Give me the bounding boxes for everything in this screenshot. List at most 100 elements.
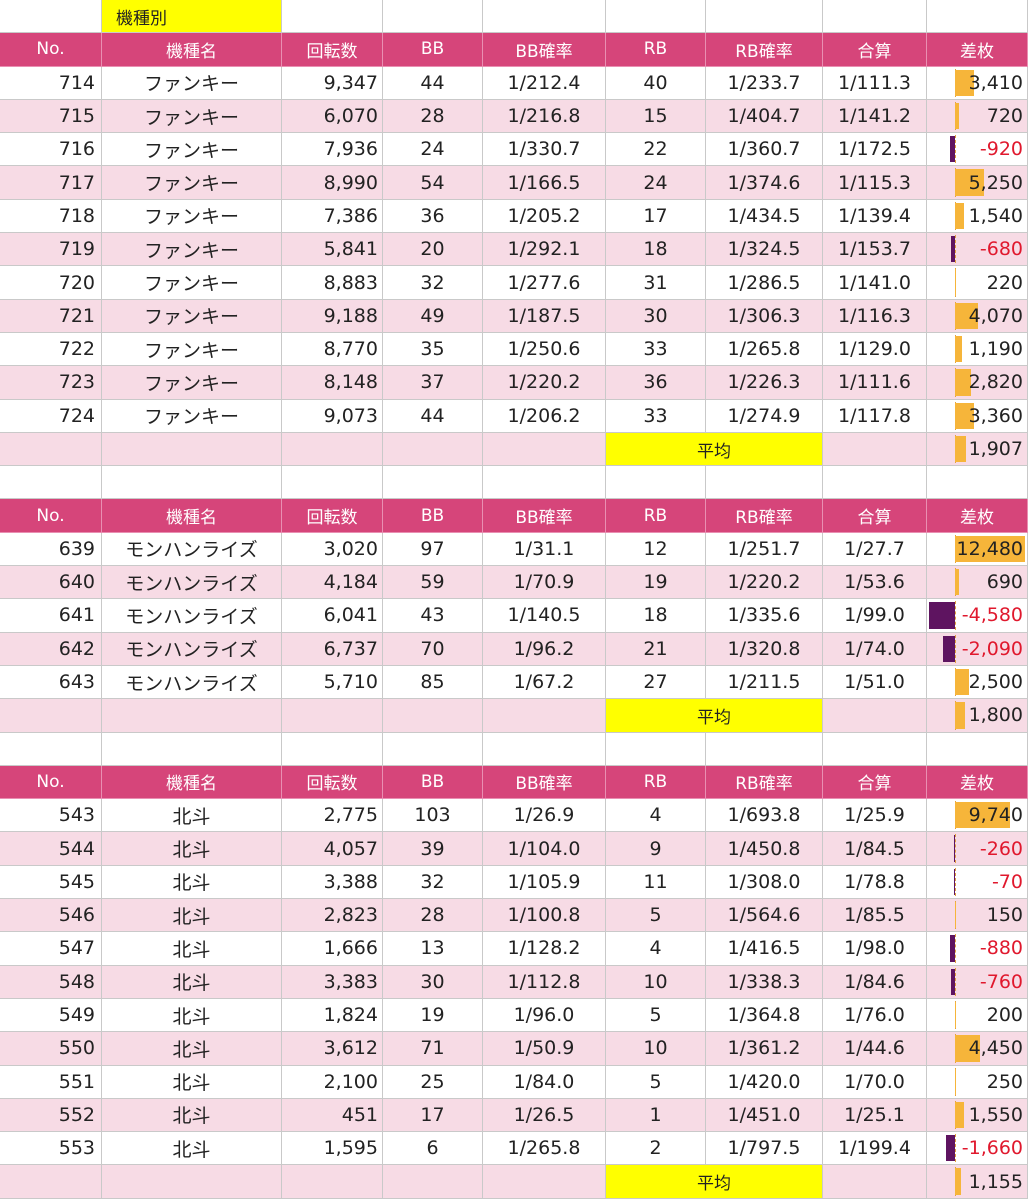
- total-rate-cell[interactable]: 1/111.6: [823, 366, 927, 400]
- rb-rate-cell[interactable]: 1/233.7: [706, 66, 823, 100]
- diff-cell[interactable]: 12,480: [927, 532, 1028, 567]
- total-rate-cell[interactable]: 1/84.6: [823, 965, 927, 999]
- no-cell[interactable]: 640: [0, 566, 102, 600]
- rb-cell[interactable]: 12: [606, 532, 706, 567]
- spins-cell[interactable]: 4,184: [282, 566, 383, 600]
- bb-cell[interactable]: 44: [383, 66, 483, 100]
- empty-cell[interactable]: [383, 0, 483, 34]
- bb-rate-cell[interactable]: 1/212.4: [483, 66, 606, 100]
- total-rate-cell[interactable]: 1/141.2: [823, 99, 927, 134]
- rb-rate-cell[interactable]: 1/564.6: [706, 899, 823, 933]
- empty-cell[interactable]: [383, 1165, 483, 1199]
- spins-cell[interactable]: 3,020: [282, 532, 383, 567]
- total-rate-cell[interactable]: 1/25.1: [823, 1098, 927, 1133]
- rb-cell[interactable]: 22: [606, 133, 706, 167]
- name-cell[interactable]: モンハンライズ: [102, 532, 282, 567]
- diff-cell[interactable]: 9,740: [927, 799, 1028, 833]
- rb-rate-cell[interactable]: 1/416.5: [706, 932, 823, 966]
- bb-cell[interactable]: 32: [383, 266, 483, 300]
- bb-cell[interactable]: 25: [383, 1065, 483, 1099]
- total-rate-cell[interactable]: 1/78.8: [823, 865, 927, 900]
- diff-cell[interactable]: -880: [927, 932, 1028, 966]
- empty-cell[interactable]: [483, 699, 606, 733]
- name-cell[interactable]: ファンキー: [102, 99, 282, 134]
- diff-cell[interactable]: 1,550: [927, 1098, 1028, 1133]
- diff-cell[interactable]: -680: [927, 233, 1028, 267]
- spins-cell[interactable]: 451: [282, 1098, 383, 1133]
- empty-cell[interactable]: [282, 699, 383, 733]
- average-label[interactable]: 平均: [606, 699, 823, 733]
- bb-rate-cell[interactable]: 1/105.9: [483, 865, 606, 900]
- rb-rate-cell[interactable]: 1/404.7: [706, 99, 823, 134]
- name-cell[interactable]: 北斗: [102, 965, 282, 999]
- bb-rate-cell[interactable]: 1/220.2: [483, 366, 606, 400]
- name-cell[interactable]: ファンキー: [102, 133, 282, 167]
- empty-cell[interactable]: [102, 732, 282, 766]
- rb-rate-cell[interactable]: 1/693.8: [706, 799, 823, 833]
- bb-rate-cell[interactable]: 1/187.5: [483, 299, 606, 333]
- spins-cell[interactable]: 9,073: [282, 399, 383, 433]
- no-cell[interactable]: 641: [0, 599, 102, 633]
- empty-cell[interactable]: [606, 0, 706, 34]
- diff-cell[interactable]: -4,580: [927, 599, 1028, 633]
- bb-cell[interactable]: 19: [383, 998, 483, 1033]
- diff-cell[interactable]: 2,820: [927, 366, 1028, 400]
- bb-cell[interactable]: 103: [383, 799, 483, 833]
- bb-rate-cell[interactable]: 1/277.6: [483, 266, 606, 300]
- rb-cell[interactable]: 33: [606, 332, 706, 367]
- no-cell[interactable]: 718: [0, 199, 102, 234]
- no-cell[interactable]: 717: [0, 166, 102, 200]
- empty-cell[interactable]: [0, 1165, 102, 1199]
- spins-cell[interactable]: 8,883: [282, 266, 383, 300]
- diff-cell[interactable]: 250: [927, 1065, 1028, 1099]
- rb-cell[interactable]: 27: [606, 665, 706, 700]
- bb-rate-cell[interactable]: 1/104.0: [483, 832, 606, 866]
- empty-cell[interactable]: [483, 732, 606, 766]
- total-rate-cell[interactable]: 1/51.0: [823, 665, 927, 700]
- rb-rate-cell[interactable]: 1/308.0: [706, 865, 823, 900]
- total-rate-cell[interactable]: 1/139.4: [823, 199, 927, 234]
- bb-rate-cell[interactable]: 1/206.2: [483, 399, 606, 433]
- name-cell[interactable]: 北斗: [102, 1065, 282, 1099]
- name-cell[interactable]: 北斗: [102, 998, 282, 1033]
- rb-cell[interactable]: 1: [606, 1098, 706, 1133]
- bb-rate-cell[interactable]: 1/100.8: [483, 899, 606, 933]
- bb-cell[interactable]: 35: [383, 332, 483, 367]
- no-cell[interactable]: 547: [0, 932, 102, 966]
- rb-cell[interactable]: 36: [606, 366, 706, 400]
- no-cell[interactable]: 723: [0, 366, 102, 400]
- name-cell[interactable]: ファンキー: [102, 366, 282, 400]
- empty-cell[interactable]: [102, 1165, 282, 1199]
- name-cell[interactable]: 北斗: [102, 1032, 282, 1066]
- average-diff-cell[interactable]: 1,800: [927, 699, 1028, 733]
- bb-rate-cell[interactable]: 1/112.8: [483, 965, 606, 999]
- spins-cell[interactable]: 5,841: [282, 233, 383, 267]
- bb-rate-cell[interactable]: 1/205.2: [483, 199, 606, 234]
- bb-rate-cell[interactable]: 1/67.2: [483, 665, 606, 700]
- bb-cell[interactable]: 36: [383, 199, 483, 234]
- empty-cell[interactable]: [0, 732, 102, 766]
- rb-cell[interactable]: 2: [606, 1132, 706, 1166]
- total-rate-cell[interactable]: 1/25.9: [823, 799, 927, 833]
- rb-cell[interactable]: 10: [606, 965, 706, 999]
- diff-cell[interactable]: -2,090: [927, 632, 1028, 666]
- diff-cell[interactable]: 4,450: [927, 1032, 1028, 1066]
- name-cell[interactable]: ファンキー: [102, 266, 282, 300]
- bb-cell[interactable]: 13: [383, 932, 483, 966]
- name-cell[interactable]: ファンキー: [102, 199, 282, 234]
- rb-rate-cell[interactable]: 1/251.7: [706, 532, 823, 567]
- spins-cell[interactable]: 8,990: [282, 166, 383, 200]
- bb-cell[interactable]: 28: [383, 899, 483, 933]
- empty-cell[interactable]: [0, 699, 102, 733]
- diff-cell[interactable]: 4,070: [927, 299, 1028, 333]
- rb-rate-cell[interactable]: 1/320.8: [706, 632, 823, 666]
- empty-cell[interactable]: [823, 466, 927, 500]
- bb-cell[interactable]: 49: [383, 299, 483, 333]
- bb-cell[interactable]: 59: [383, 566, 483, 600]
- total-rate-cell[interactable]: 1/27.7: [823, 532, 927, 567]
- spins-cell[interactable]: 2,100: [282, 1065, 383, 1099]
- rb-cell[interactable]: 21: [606, 632, 706, 666]
- rb-rate-cell[interactable]: 1/211.5: [706, 665, 823, 700]
- diff-cell[interactable]: 2,500: [927, 665, 1028, 700]
- empty-cell[interactable]: [823, 1165, 927, 1199]
